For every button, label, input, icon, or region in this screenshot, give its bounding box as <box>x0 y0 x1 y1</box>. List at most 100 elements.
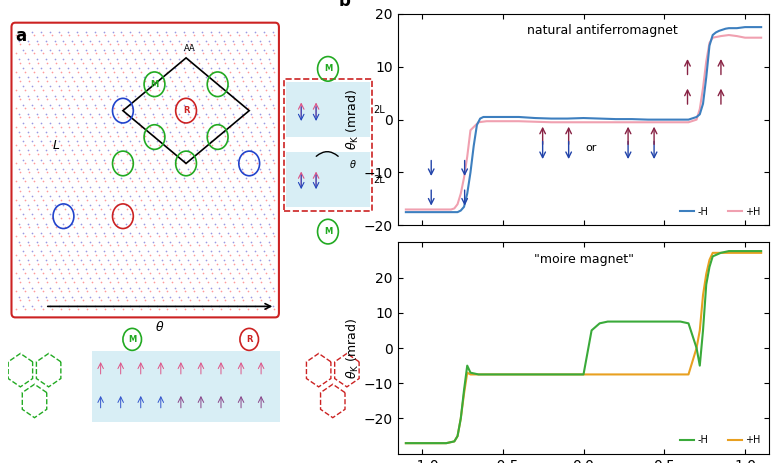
Point <box>166 187 178 194</box>
Point <box>175 278 187 286</box>
Point <box>186 302 199 310</box>
Point <box>237 278 249 286</box>
Point <box>240 83 253 90</box>
Point <box>48 55 61 63</box>
Point <box>201 260 214 267</box>
Point <box>12 37 25 44</box>
Point <box>237 187 249 194</box>
Point <box>117 86 129 94</box>
Point <box>134 141 147 149</box>
Point <box>138 257 150 264</box>
Point <box>77 169 89 176</box>
Point <box>196 174 208 181</box>
Point <box>23 205 36 213</box>
Point <box>255 278 267 286</box>
Point <box>81 141 93 149</box>
Point <box>179 196 192 203</box>
Point <box>160 211 172 218</box>
Point <box>179 159 192 167</box>
Point <box>27 50 40 57</box>
Point <box>103 59 116 66</box>
Point <box>10 50 23 57</box>
Point <box>57 147 70 154</box>
Point <box>115 119 127 127</box>
Point <box>144 251 156 258</box>
Point <box>121 59 134 66</box>
Point <box>93 201 106 209</box>
Point <box>204 156 217 163</box>
Point <box>89 64 101 72</box>
Point <box>209 147 221 154</box>
Point <box>115 266 127 273</box>
Point <box>95 114 107 121</box>
Text: or: or <box>585 144 597 153</box>
Point <box>204 64 217 72</box>
Point <box>93 257 106 264</box>
Point <box>17 83 30 90</box>
Point <box>111 238 124 245</box>
Point <box>157 187 169 194</box>
Point <box>89 138 101 145</box>
Point <box>90 288 103 295</box>
Y-axis label: $\theta_{\mathrm{K}}$ (mrad): $\theta_{\mathrm{K}}$ (mrad) <box>345 89 361 150</box>
Point <box>249 156 261 163</box>
Point <box>148 77 160 85</box>
Point <box>246 278 259 286</box>
Point <box>115 193 127 200</box>
Point <box>267 229 279 237</box>
Point <box>124 83 137 90</box>
Point <box>37 31 49 39</box>
Point <box>12 201 25 209</box>
Point <box>22 220 34 227</box>
Point <box>61 64 74 72</box>
Point <box>170 232 183 240</box>
Point <box>245 128 257 136</box>
Point <box>169 229 181 237</box>
Point <box>142 211 155 218</box>
Point <box>99 251 111 258</box>
Point <box>68 114 80 121</box>
Point <box>160 28 172 35</box>
Point <box>124 138 137 145</box>
Point <box>219 114 232 121</box>
Point <box>26 46 39 54</box>
Point <box>142 247 155 255</box>
Point <box>40 257 52 264</box>
Point <box>197 141 209 149</box>
Point <box>242 141 254 149</box>
Point <box>267 83 279 90</box>
Point <box>10 31 23 39</box>
Point <box>138 238 150 245</box>
Point <box>115 302 127 310</box>
Point <box>175 132 187 139</box>
Point <box>12 220 25 227</box>
Text: a: a <box>16 27 26 45</box>
Point <box>253 293 266 300</box>
Point <box>108 214 120 222</box>
Point <box>75 238 88 245</box>
Point <box>166 59 178 66</box>
Point <box>209 37 221 44</box>
Point <box>50 114 62 121</box>
Point <box>170 50 183 57</box>
Point <box>155 201 168 209</box>
Point <box>232 306 245 313</box>
Point <box>63 68 75 75</box>
Point <box>117 159 129 167</box>
Point <box>160 83 172 90</box>
Point <box>263 110 275 118</box>
Point <box>84 92 96 99</box>
Point <box>59 132 71 139</box>
Point <box>111 92 124 99</box>
Point <box>111 37 124 44</box>
Point <box>142 174 155 181</box>
Point <box>53 193 65 200</box>
Point <box>121 187 134 194</box>
Point <box>263 165 275 172</box>
Point <box>59 242 71 249</box>
Point <box>59 205 71 213</box>
Point <box>232 68 245 75</box>
Point <box>23 132 36 139</box>
Point <box>30 220 43 227</box>
Point <box>204 174 217 181</box>
